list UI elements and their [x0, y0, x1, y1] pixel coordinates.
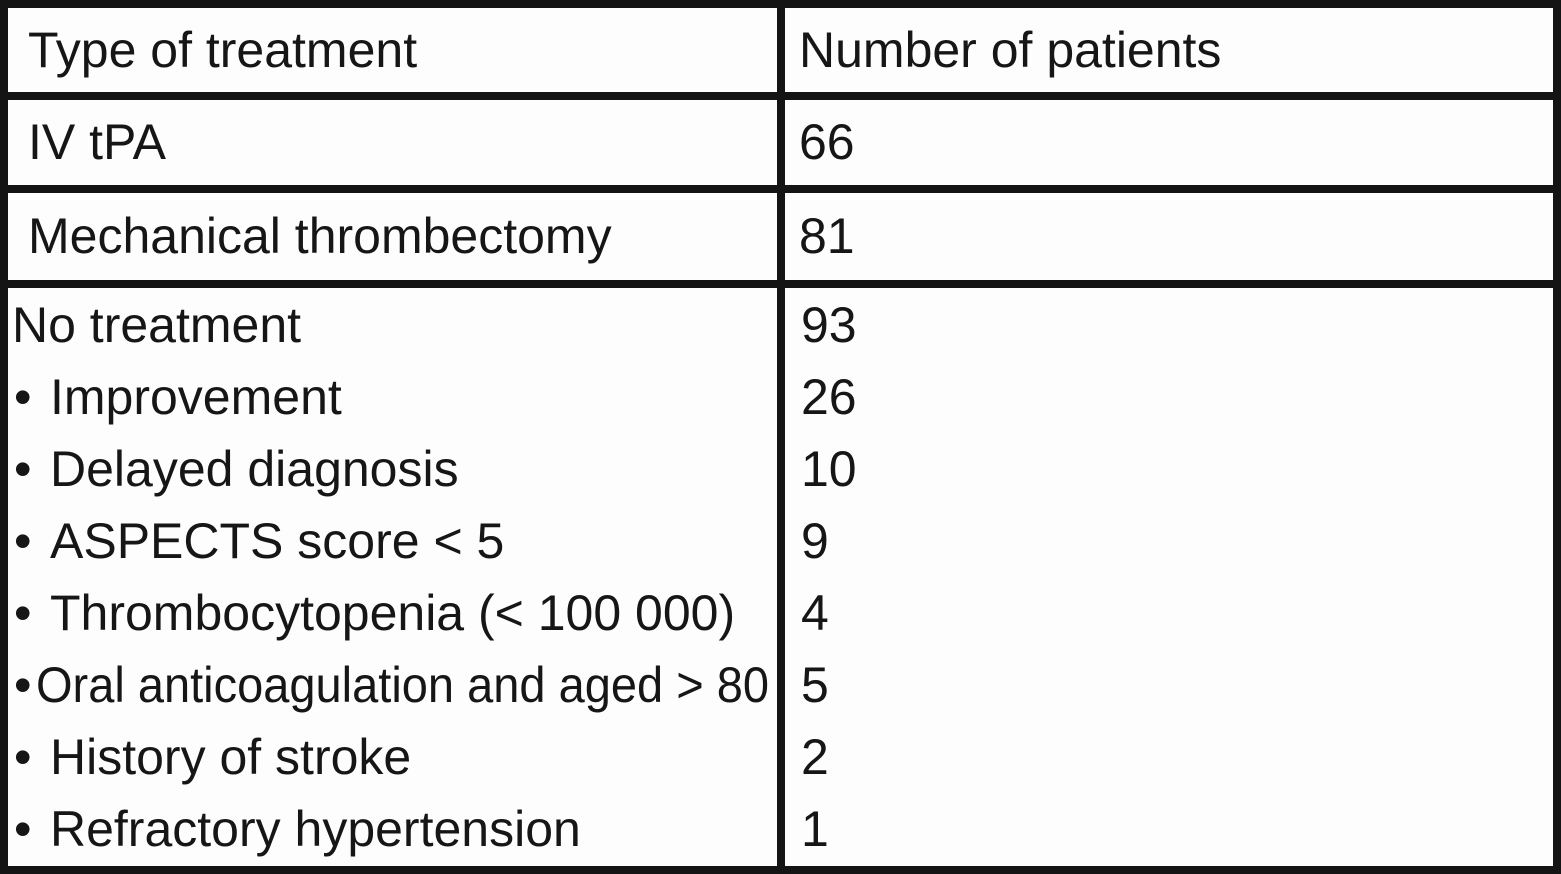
- list-item-value: 26: [785, 361, 1553, 433]
- patient-count: 2: [801, 728, 829, 785]
- sub-item-label: Delayed diagnosis: [50, 440, 459, 497]
- list-item-value: 93: [785, 289, 1553, 361]
- list-item-value: 9: [785, 505, 1553, 577]
- bullet-icon: •: [14, 368, 32, 425]
- list-item: • Thrombocytopenia (< 100 000): [8, 577, 777, 649]
- list-item-value: 10: [785, 433, 1553, 505]
- list-item-value: 5: [785, 649, 1553, 721]
- patient-count: 1: [801, 800, 829, 857]
- patient-count: 4: [801, 584, 829, 641]
- patient-count: 9: [801, 512, 829, 569]
- list-item-value: 2: [785, 721, 1553, 793]
- sub-item-label: History of stroke: [50, 728, 412, 785]
- sub-item-label: ASPECTS score < 5: [50, 512, 505, 569]
- bullet-icon: •: [14, 512, 32, 569]
- list-item: • ASPECTS score < 5: [8, 505, 777, 577]
- patient-count: 66: [799, 114, 855, 170]
- header-cell-type-of-treatment: Type of treatment: [8, 8, 777, 92]
- table-row-thrombectomy-label: Mechanical thrombectomy: [8, 193, 777, 280]
- treatment-label: IV tPA: [28, 114, 167, 170]
- treatment-label: Mechanical thrombectomy: [28, 208, 612, 264]
- patient-count: 93: [801, 296, 857, 353]
- column-header-treatment: Type of treatment: [28, 21, 418, 78]
- sub-item-label: Thrombocytopenia (< 100 000): [50, 584, 736, 641]
- patient-count: 81: [799, 208, 855, 264]
- table-row-iv-tpa-label: IV tPA: [8, 100, 777, 185]
- bullet-icon: •: [14, 440, 32, 497]
- bullet-icon: •: [14, 728, 32, 785]
- list-item: • History of stroke: [8, 721, 777, 793]
- bullet-icon: •: [14, 800, 32, 857]
- sub-item-label: Refractory hypertension: [50, 800, 581, 857]
- list-item-value: 1: [785, 793, 1553, 865]
- list-item: • Improvement: [8, 361, 777, 433]
- list-item: No treatment: [8, 289, 777, 361]
- patient-count: 5: [801, 656, 829, 713]
- list-item: • Oral anticoagulation and aged > 80: [8, 649, 777, 721]
- treatment-label: No treatment: [12, 296, 302, 353]
- header-cell-number-of-patients: Number of patients: [785, 8, 1553, 92]
- bullet-icon: •: [14, 584, 32, 641]
- bullet-icon: •: [14, 656, 32, 713]
- patient-count: 10: [801, 440, 857, 497]
- sub-item-label: Improvement: [50, 368, 342, 425]
- list-item: • Refractory hypertension: [8, 793, 777, 865]
- patient-count: 26: [801, 368, 857, 425]
- table-row-iv-tpa-value: 66: [785, 100, 1553, 185]
- list-item-value: 4: [785, 577, 1553, 649]
- list-item: • Delayed diagnosis: [8, 433, 777, 505]
- sub-item-label: Oral anticoagulation and aged > 80: [36, 656, 769, 713]
- table-row-thrombectomy-value: 81: [785, 193, 1553, 280]
- column-header-patients: Number of patients: [799, 21, 1222, 78]
- table-row-no-treatment-values: 93 26 10 9 4 5 2 1: [785, 288, 1553, 866]
- table-row-no-treatment-labels: No treatment • Improvement • Delayed dia…: [8, 288, 777, 866]
